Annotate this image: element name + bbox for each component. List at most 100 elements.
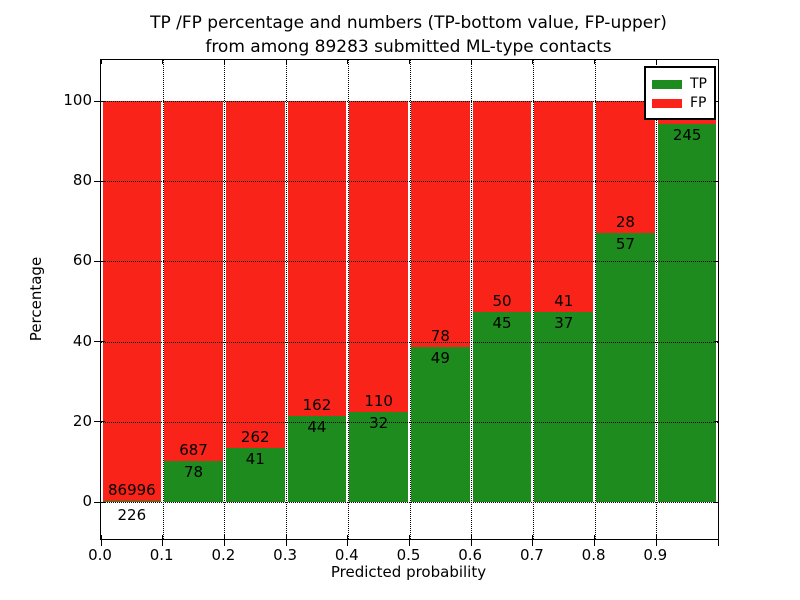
horizontal-gridline <box>101 101 718 102</box>
fp-count-label: 86996 <box>107 480 156 499</box>
x-tick <box>409 60 410 64</box>
x-tick <box>470 60 472 64</box>
fp-count-label: 110 <box>364 391 393 410</box>
vertical-gridline <box>532 60 534 539</box>
plot-area: 86996 226 687 78 262 41 162 44 110 32 78 49 50 45 41 37… <box>94 59 719 546</box>
x-tick <box>717 60 719 64</box>
y-tick <box>101 180 105 182</box>
x-tick <box>470 535 472 539</box>
y-tick <box>714 180 718 182</box>
y-tick <box>101 100 105 102</box>
x-tick <box>532 60 534 64</box>
x-tick <box>100 539 102 546</box>
x-tick-label: 0.1 <box>149 546 174 564</box>
x-tick <box>717 539 719 546</box>
tp-count-label: 226 <box>117 506 147 524</box>
tp-bar-segment <box>287 416 347 502</box>
x-tick <box>347 539 349 546</box>
vertical-gridline <box>409 60 411 539</box>
x-tick <box>594 60 596 64</box>
x-tick <box>655 535 657 539</box>
legend-item-label: FP <box>690 95 707 111</box>
x-tick <box>655 60 657 64</box>
x-tick-label: 0.3 <box>273 546 298 564</box>
y-tick <box>714 501 718 503</box>
y-tick <box>94 260 101 262</box>
y-tick <box>714 341 718 343</box>
fp-count-label: 162 <box>302 396 332 415</box>
y-tick <box>101 421 105 423</box>
x-tick <box>532 535 534 539</box>
legend: TP FP <box>644 66 716 120</box>
legend-item: FP <box>652 95 708 111</box>
y-tick <box>94 341 101 343</box>
x-tick <box>285 539 287 546</box>
x-tick-label: 0.7 <box>519 546 544 564</box>
fp-count-label: 50 <box>492 292 512 311</box>
y-tick-label: 80 <box>72 171 92 190</box>
fp-bar-segment <box>102 101 162 501</box>
vertical-gridline <box>286 60 288 539</box>
horizontal-gridline <box>101 502 718 503</box>
tp-bar-segment <box>102 500 162 502</box>
x-tick-label: 0.5 <box>396 546 421 564</box>
fp-bar-segment <box>225 101 285 448</box>
x-axis-label: Predicted probability <box>330 563 487 581</box>
x-tick <box>717 535 719 539</box>
x-tick <box>532 539 534 546</box>
legend-item-label: TP <box>690 76 707 92</box>
y-tick <box>94 100 101 102</box>
y-tick-label: 0 <box>82 492 92 510</box>
horizontal-gridline <box>101 261 718 263</box>
x-tick <box>409 539 410 546</box>
vertical-gridline <box>347 60 349 539</box>
x-tick <box>347 535 349 539</box>
tp-count-label: 41 <box>245 449 265 468</box>
chart-title: TP /FP percentage and numbers (TP-bottom… <box>100 11 717 59</box>
fp-bar-segment <box>596 101 655 234</box>
x-tick-label: 0.4 <box>334 546 359 564</box>
y-tick <box>94 421 101 423</box>
vertical-gridline <box>656 60 658 539</box>
x-tick <box>162 535 164 539</box>
x-tick <box>594 539 596 546</box>
x-tick <box>100 535 102 539</box>
fp-bar-segment <box>534 101 594 312</box>
tp-count-label: 245 <box>672 126 702 145</box>
y-tick-label: 20 <box>72 411 92 430</box>
y-tick <box>714 421 718 423</box>
y-tick-label: 40 <box>72 331 92 350</box>
fp-bar-segment <box>411 101 470 348</box>
x-tick <box>347 60 349 64</box>
fp-count-label: 687 <box>179 441 208 460</box>
x-tick <box>285 60 287 64</box>
tp-bar-segment <box>411 347 470 502</box>
x-tick-label: 0.9 <box>643 546 668 564</box>
tp-count-label: 78 <box>183 463 204 482</box>
fp-bar-segment <box>472 101 532 313</box>
horizontal-gridline <box>101 341 718 343</box>
vertical-gridline <box>224 60 226 539</box>
tp-bar-segment <box>349 411 408 502</box>
fp-count-label: 28 <box>615 213 635 232</box>
x-tick <box>223 535 225 539</box>
fp-bar-segment <box>349 101 408 412</box>
fp-count-label: 78 <box>430 327 450 346</box>
x-tick <box>223 60 225 64</box>
tp-count-label: 44 <box>307 418 327 437</box>
tp-bar-segment <box>164 461 223 502</box>
y-tick <box>101 501 105 503</box>
chart-title-line2: from among 89283 submitted ML-type conta… <box>205 37 612 57</box>
x-tick-label: 0.8 <box>581 546 606 564</box>
fp-bar-segment <box>164 101 223 462</box>
tp-count-label: 32 <box>369 413 389 432</box>
vertical-gridline <box>162 60 164 539</box>
x-tick <box>409 535 410 539</box>
x-tick <box>162 539 164 546</box>
tp-bar-segment <box>534 311 594 502</box>
chart-title-line1: TP /FP percentage and numbers (TP-bottom… <box>150 13 667 33</box>
tp-count-label: 45 <box>492 314 512 333</box>
vertical-gridline <box>594 60 596 539</box>
horizontal-gridline <box>101 421 718 423</box>
